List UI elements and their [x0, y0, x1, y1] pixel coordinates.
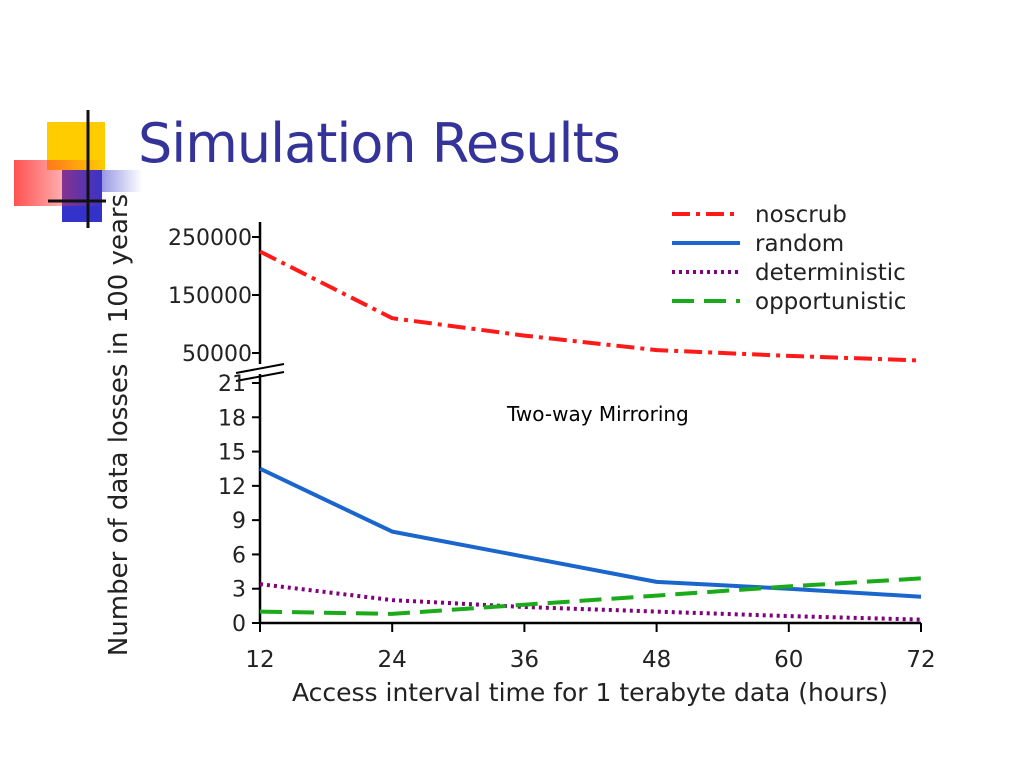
y-tick-label-lower: 21 [218, 372, 246, 397]
y-tick-label-lower: 6 [232, 543, 246, 568]
y-tick-label-upper: 50000 [182, 342, 252, 367]
y-tick-label-upper: 250000 [168, 226, 252, 251]
legend-label-random: random [755, 231, 844, 257]
x-tick-label: 72 [906, 647, 935, 673]
legend-label-opportunistic: opportunistic [755, 289, 906, 315]
logo-red-fade [14, 160, 106, 206]
series-line-opportunistic [259, 576, 922, 616]
legend-label-deterministic: deterministic [755, 260, 906, 286]
axis-break-mark [235, 371, 285, 382]
y-tick-label-lower: 12 [218, 475, 246, 500]
y-tick-label-lower: 9 [232, 509, 246, 534]
series-line-random [259, 466, 922, 599]
slide-logo-icon [14, 110, 142, 228]
chart-legend: noscrub random deterministic opportunistic [672, 202, 906, 315]
x-tick-label: 48 [642, 647, 671, 673]
legend-label-noscrub: noscrub [755, 202, 847, 228]
y-tick-label-lower: 15 [218, 441, 246, 466]
y-tick-label-upper: 150000 [168, 284, 252, 309]
chart-annotation: Two-way Mirroring [507, 402, 689, 426]
x-tick-label: 24 [378, 647, 407, 673]
x-tick-label: 12 [245, 647, 274, 673]
series-line-deterministic [259, 582, 922, 622]
axis-break-mark [235, 363, 285, 374]
slide-title: Simulation Results [138, 112, 621, 175]
chart-axes: 250000 150000 50000 21 18 15 12 9 6 3 0 12 24 36 48 60 7… [168, 222, 936, 673]
y-tick-label-lower: 0 [232, 612, 246, 637]
x-tick-label: 60 [774, 647, 803, 673]
chart-series [259, 249, 922, 622]
y-tick-label-lower: 18 [218, 406, 246, 431]
y-axis-label: Number of data losses in 100 years [104, 194, 134, 656]
y-tick-label-lower: 3 [232, 578, 246, 603]
series-line-noscrub [259, 249, 922, 363]
x-tick-label: 36 [510, 647, 539, 673]
x-axis-label: Access interval time for 1 terabyte data… [292, 678, 888, 707]
